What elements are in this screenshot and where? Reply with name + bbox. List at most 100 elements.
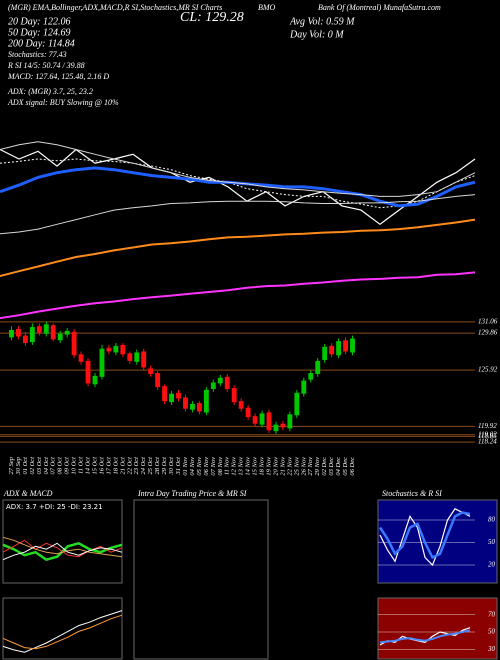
candle-body (217, 377, 223, 384)
x-tick-label: 18 Oct (112, 457, 119, 475)
y-tick-label: 131.06 (478, 317, 498, 325)
x-tick-label: 06 Dec (349, 457, 356, 476)
candle-body (280, 423, 286, 428)
series-line (0, 141, 476, 197)
close: CL: 129.28 (180, 10, 244, 25)
candle-body (294, 392, 300, 416)
candle-body (36, 326, 42, 333)
ema200: 200 Day: 114.84 (8, 38, 75, 49)
candle-body (224, 376, 230, 389)
candle-body (148, 368, 154, 374)
rsi: R SI 14/5: 50.74 / 39.88 (7, 61, 85, 70)
x-tick-label: 07 Oct (50, 457, 57, 475)
x-tick-label: 11 Oct (78, 457, 85, 474)
series-line (0, 194, 476, 235)
x-tick-label: 15 Oct (91, 457, 98, 475)
x-tick-label: 30 Oct (168, 457, 175, 476)
series-line (379, 629, 471, 644)
x-tick-label: 11 Nov (224, 457, 231, 475)
series-line (379, 508, 471, 567)
adx: ADX: (MGR) 3.7, 25, 23.2 (7, 87, 93, 96)
candle-body (252, 416, 258, 424)
x-tick-label: 08 Nov (217, 457, 224, 476)
x-tick-label: 24 Oct (140, 457, 147, 475)
y-tick-label: 118.24 (478, 438, 497, 446)
ema20: 20 Day: 122.06 (8, 16, 71, 27)
candle-body (78, 354, 84, 362)
x-tick-label: 18 Nov (259, 457, 266, 476)
x-tick-label: 09 Oct (64, 457, 71, 475)
x-tick-label: 02 Oct (29, 457, 36, 475)
y-tick-label: 129.86 (478, 329, 498, 337)
candle-body (134, 352, 140, 362)
candle-body (92, 375, 98, 385)
y-tick-label: 70 (488, 610, 496, 618)
candle-body (50, 325, 56, 340)
x-tick-label: 27 Nov (307, 457, 314, 476)
candle-body (120, 344, 126, 355)
x-tick-label: 04 Nov (189, 457, 196, 476)
x-tick-label: 23 Oct (133, 457, 140, 475)
candle-body (231, 388, 237, 403)
candle-body (301, 380, 307, 394)
candle-body (169, 393, 174, 403)
x-tick-label: 06 Nov (203, 457, 210, 476)
stochastics-panel (377, 499, 498, 584)
candle-body (183, 397, 188, 409)
panel-title: ADX & MACD (3, 489, 53, 498)
candle-body (190, 404, 195, 410)
series-line (2, 542, 123, 561)
y-tick-label: 80 (488, 516, 496, 524)
candle-body (210, 382, 216, 389)
candle-body (266, 412, 272, 431)
candle-body (141, 351, 147, 368)
panel-title: Stochastics & R SI (382, 489, 442, 498)
x-tick-label: 31 Oct (175, 457, 182, 476)
x-tick-label: 19 Nov (265, 457, 272, 476)
x-tick-label: 14 Oct (85, 457, 92, 475)
x-tick-label: 12 Nov (231, 457, 238, 476)
x-tick-label: 27 Sep (8, 456, 15, 474)
x-tick-label: 13 Nov (238, 457, 245, 476)
x-tick-label: 26 Nov (300, 457, 307, 476)
candle-body (127, 353, 133, 361)
candle-body (155, 373, 161, 388)
candle-body (162, 386, 168, 402)
series-line (2, 539, 123, 558)
series-line (379, 627, 471, 646)
candle-body (245, 407, 251, 418)
x-tick-label: 01 Nov (182, 457, 189, 476)
series-line (2, 614, 123, 650)
candle-body (308, 373, 314, 380)
x-tick-label: 28 Oct (154, 457, 161, 475)
x-tick-label: 22 Nov (286, 457, 293, 476)
adx-panel (2, 499, 123, 584)
candle-body (343, 340, 348, 352)
candle-body (29, 327, 35, 343)
candle-body (57, 333, 63, 341)
x-tick-label: 22 Oct (126, 457, 133, 475)
x-tick-label: 10 Oct (71, 457, 78, 475)
candle-body (43, 324, 49, 334)
x-tick-label: 03 Dec (328, 457, 335, 476)
candle-body (238, 401, 244, 409)
candle-body (196, 403, 202, 412)
y-tick-label: 119.92 (478, 422, 497, 430)
stochastics: Stochastics: 77.43 (8, 50, 67, 59)
x-tick-label: 16 Oct (98, 457, 105, 475)
x-tick-label: 04 Oct (43, 457, 50, 475)
candle-body (322, 346, 328, 360)
x-tick-label: 15 Nov (252, 457, 259, 476)
series-line (2, 610, 123, 653)
x-tick-label: 29 Nov (314, 457, 321, 476)
panel-subtitle: ADX: 3.7 +DI: 25 -DI: 23.21 (6, 503, 103, 511)
y-tick-label: 30 (487, 645, 496, 653)
candle-body (329, 345, 335, 355)
y-tick-label: 125.92 (478, 366, 498, 374)
y-tick-label: 20 (488, 561, 496, 569)
candle-body (336, 341, 342, 356)
candle-body (203, 389, 209, 413)
x-tick-label: 30 Sep (15, 456, 22, 475)
series-line (0, 271, 476, 320)
